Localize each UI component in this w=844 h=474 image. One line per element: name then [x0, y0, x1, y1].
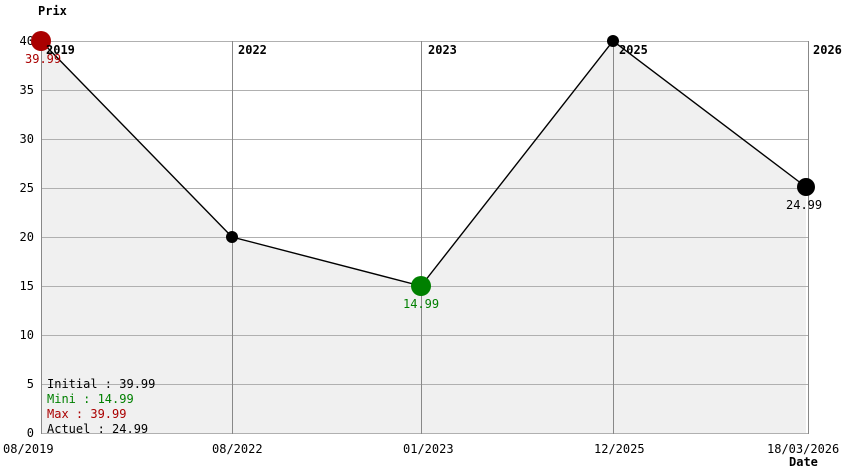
x-tick-1: 08/2022	[212, 442, 263, 456]
horizontal-gridlines	[41, 41, 808, 434]
legend-actuel: Actuel : 24.99	[47, 422, 149, 436]
point-label-current: 24.99	[786, 198, 823, 212]
x-tick-0: 08/2019	[3, 442, 54, 456]
point-label-mini: 14.99	[403, 297, 440, 311]
data-point-4[interactable]	[607, 35, 619, 47]
y-tick-15: 15	[19, 279, 34, 293]
data-point-current[interactable]	[797, 178, 815, 196]
point-label-max: 39.99	[25, 52, 62, 66]
year-label-2023: 2023	[428, 43, 457, 57]
legend-max: Max : 39.99	[47, 407, 127, 421]
y-tick-5: 5	[26, 377, 34, 391]
y-tick-30: 30	[19, 132, 34, 146]
y-tick-10: 10	[19, 328, 34, 342]
x-tick-4: 18/03/2026	[767, 442, 840, 456]
y-tick-40: 40	[19, 34, 34, 48]
y-tick-35: 35	[19, 83, 34, 97]
year-label-2025: 2025	[619, 43, 648, 57]
legend-mini: Mini : 14.99	[47, 392, 134, 406]
y-tick-20: 20	[19, 230, 34, 244]
x-tick-3: 12/2025	[594, 442, 645, 456]
y-tick-0: 0	[26, 426, 34, 440]
data-point-max[interactable]	[31, 31, 51, 51]
legend-initial: Initial : 39.99	[47, 377, 156, 391]
y-tick-25: 25	[19, 181, 34, 195]
data-point-2[interactable]	[226, 231, 238, 243]
x-axis-title: Date	[789, 455, 818, 469]
year-label-2026: 2026	[813, 43, 842, 57]
y-axis-title: Prix	[38, 4, 67, 18]
year-label-2022: 2022	[238, 43, 267, 57]
data-point-mini[interactable]	[411, 276, 431, 296]
x-tick-2: 01/2023	[403, 442, 454, 456]
year-label-2019: 2019	[46, 43, 75, 57]
legend: Initial : 39.99 Mini : 14.99 Max : 39.99…	[47, 377, 155, 437]
